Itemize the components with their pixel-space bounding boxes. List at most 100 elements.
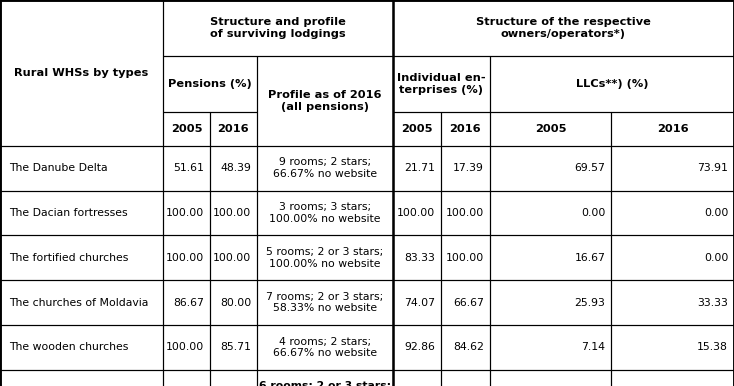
Bar <box>0 191 163 235</box>
Bar <box>210 325 257 370</box>
Bar <box>490 280 611 325</box>
Bar <box>490 112 611 146</box>
Bar <box>163 370 210 386</box>
Text: Individual en-
terprises (%): Individual en- terprises (%) <box>397 73 485 95</box>
Bar <box>257 146 393 191</box>
Bar <box>611 112 734 146</box>
Bar <box>393 325 441 370</box>
Bar <box>163 146 210 191</box>
Bar <box>257 370 393 386</box>
Bar <box>441 280 490 325</box>
Bar <box>0 0 163 146</box>
Bar <box>441 112 490 146</box>
Bar <box>490 191 611 235</box>
Text: 100.00: 100.00 <box>166 253 204 263</box>
Text: 48.39: 48.39 <box>220 163 251 173</box>
Text: 92.86: 92.86 <box>404 342 435 352</box>
Text: 16.67: 16.67 <box>575 253 606 263</box>
Text: 25.93: 25.93 <box>575 298 606 308</box>
Text: 2016: 2016 <box>449 124 482 134</box>
Text: Profile as of 2016
(all pensions): Profile as of 2016 (all pensions) <box>268 90 382 112</box>
Bar <box>611 325 734 370</box>
Bar <box>0 370 163 386</box>
Text: 84.62: 84.62 <box>453 342 484 352</box>
Text: 85.71: 85.71 <box>220 342 251 352</box>
Bar <box>441 191 490 235</box>
Text: The fortified churches: The fortified churches <box>9 253 128 263</box>
Text: 33.33: 33.33 <box>697 298 728 308</box>
Bar <box>611 235 734 280</box>
Text: 0.00: 0.00 <box>704 208 728 218</box>
Bar <box>163 235 210 280</box>
Text: 51.61: 51.61 <box>173 163 204 173</box>
Bar <box>163 56 257 112</box>
Text: 2016: 2016 <box>657 124 688 134</box>
Bar <box>163 325 210 370</box>
Bar <box>210 191 257 235</box>
Bar <box>441 235 490 280</box>
Bar <box>0 280 163 325</box>
Bar <box>441 325 490 370</box>
Bar <box>163 112 210 146</box>
Text: 9 rooms; 2 stars;
66.67% no website: 9 rooms; 2 stars; 66.67% no website <box>273 157 377 179</box>
Bar <box>163 0 393 56</box>
Bar <box>210 146 257 191</box>
Text: 100.00: 100.00 <box>397 208 435 218</box>
Text: 3 rooms; 3 stars;
100.00% no website: 3 rooms; 3 stars; 100.00% no website <box>269 202 380 224</box>
Text: 2005: 2005 <box>535 124 566 134</box>
Text: Pensions (%): Pensions (%) <box>168 79 252 89</box>
Text: Rural WHSs by types: Rural WHSs by types <box>15 68 148 78</box>
Bar <box>490 146 611 191</box>
Bar <box>393 0 734 56</box>
Text: The wooden churches: The wooden churches <box>9 342 128 352</box>
Text: 100.00: 100.00 <box>446 208 484 218</box>
Bar <box>163 280 210 325</box>
Text: Structure of the respective
owners/operators*): Structure of the respective owners/opera… <box>476 17 651 39</box>
Bar <box>611 280 734 325</box>
Text: 69.57: 69.57 <box>575 163 606 173</box>
Bar <box>611 146 734 191</box>
Bar <box>490 56 734 112</box>
Text: 2005: 2005 <box>401 124 432 134</box>
Bar <box>257 56 393 146</box>
Bar <box>393 235 441 280</box>
Text: 100.00: 100.00 <box>166 208 204 218</box>
Bar <box>0 235 163 280</box>
Text: 2016: 2016 <box>217 124 250 134</box>
Bar <box>210 235 257 280</box>
Bar <box>257 191 393 235</box>
Bar <box>611 370 734 386</box>
Text: 6 rooms; 2 or 3 stars;
78.33% no website: 6 rooms; 2 or 3 stars; 78.33% no website <box>258 381 391 386</box>
Bar <box>611 191 734 235</box>
Bar <box>163 191 210 235</box>
Bar <box>393 191 441 235</box>
Bar <box>393 280 441 325</box>
Text: LLCs**) (%): LLCs**) (%) <box>575 79 648 89</box>
Bar <box>210 370 257 386</box>
Bar <box>0 146 163 191</box>
Bar <box>441 146 490 191</box>
Bar <box>441 370 490 386</box>
Text: 7 rooms; 2 or 3 stars;
58.33% no website: 7 rooms; 2 or 3 stars; 58.33% no website <box>266 292 383 313</box>
Text: 66.67: 66.67 <box>453 298 484 308</box>
Text: 100.00: 100.00 <box>446 253 484 263</box>
Bar <box>210 280 257 325</box>
Text: The Danube Delta: The Danube Delta <box>9 163 107 173</box>
Bar <box>210 112 257 146</box>
Bar <box>257 325 393 370</box>
Text: 80.00: 80.00 <box>219 298 251 308</box>
Text: The Dacian fortresses: The Dacian fortresses <box>9 208 128 218</box>
Text: Structure and profile
of surviving lodgings: Structure and profile of surviving lodgi… <box>210 17 346 39</box>
Text: 0.00: 0.00 <box>704 253 728 263</box>
Bar <box>393 112 441 146</box>
Bar <box>490 370 611 386</box>
Text: 100.00: 100.00 <box>213 253 251 263</box>
Text: 0.00: 0.00 <box>581 208 606 218</box>
Text: 73.91: 73.91 <box>697 163 728 173</box>
Bar <box>490 325 611 370</box>
Text: 100.00: 100.00 <box>213 208 251 218</box>
Text: 5 rooms; 2 or 3 stars;
100.00% no website: 5 rooms; 2 or 3 stars; 100.00% no websit… <box>266 247 383 269</box>
Text: 7.14: 7.14 <box>581 342 606 352</box>
Text: 2005: 2005 <box>171 124 202 134</box>
Text: 83.33: 83.33 <box>404 253 435 263</box>
